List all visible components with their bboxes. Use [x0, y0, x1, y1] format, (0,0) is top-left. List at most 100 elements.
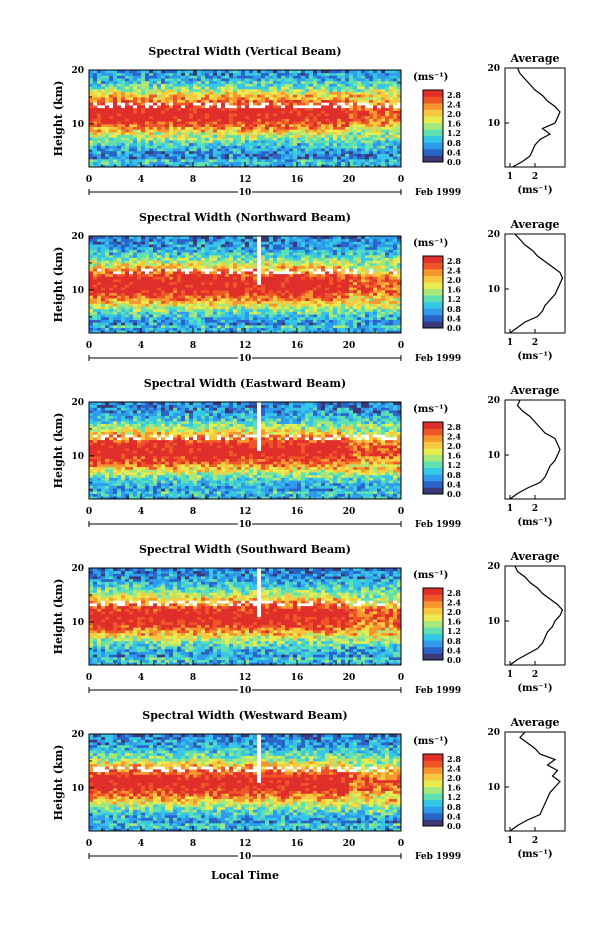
heatmap-cell [241, 260, 246, 264]
heatmap-cell [309, 260, 314, 264]
heatmap-cell [181, 265, 186, 269]
heatmap-cell [325, 107, 330, 111]
heatmap-cell [329, 284, 334, 288]
heatmap-cell [97, 314, 102, 318]
heatmap-cell [341, 279, 346, 283]
heatmap-cell [317, 150, 322, 154]
heatmap-cell [369, 271, 374, 275]
heatmap-cell [297, 123, 302, 127]
heatmap-cell [197, 113, 202, 117]
heatmap-cell [373, 158, 378, 163]
heatmap-cell [261, 148, 266, 152]
heatmap-cell [309, 273, 314, 277]
heatmap-cell [89, 164, 94, 168]
heatmap-cell [309, 105, 314, 109]
heatmap-cell [245, 105, 250, 109]
heatmap-cell [241, 99, 246, 103]
heatmap-cell [141, 129, 146, 133]
heatmap-cell [165, 115, 170, 119]
heatmap-cell [105, 134, 110, 138]
heatmap-cell [181, 306, 186, 310]
heatmap-cell [313, 129, 318, 133]
heatmap-cell [369, 70, 374, 74]
heatmap-cell [125, 161, 130, 165]
heatmap-cell [189, 145, 194, 149]
heatmap-cell [225, 295, 230, 299]
heatmap-cell [177, 260, 182, 264]
heatmap-cell [117, 126, 122, 130]
heatmap-cell [269, 96, 274, 101]
heatmap-cell [201, 91, 206, 95]
heatmap-cell [361, 158, 366, 163]
heatmap-cell [269, 86, 274, 90]
heatmap-cell [109, 284, 114, 288]
heatmap-cell [317, 102, 322, 106]
heatmap-cell [289, 316, 294, 320]
heatmap-cell [189, 316, 194, 320]
heatmap-cell [253, 292, 258, 296]
heatmap-cell [241, 311, 246, 315]
heatmap-cell [157, 70, 162, 74]
heatmap-cell [297, 70, 302, 74]
heatmap-cell [273, 287, 278, 291]
heatmap-cell [289, 113, 294, 117]
heatmap-cell [125, 86, 130, 90]
heatmap-cell [269, 306, 274, 310]
heatmap-cell [141, 311, 146, 315]
heatmap-cell [325, 129, 330, 133]
heatmap-cell [109, 153, 114, 157]
heatmap-cell [185, 265, 190, 269]
heatmap-cell [133, 129, 138, 133]
heatmap-cell [229, 279, 234, 283]
heatmap-cell [337, 80, 342, 84]
heatmap-cell [129, 273, 134, 277]
heatmap-cell [241, 94, 246, 98]
heatmap-cell [249, 107, 254, 111]
heatmap-cell [153, 297, 158, 302]
heatmap-cell [117, 297, 122, 302]
heatmap-cell [117, 164, 122, 168]
heatmap-cell [381, 324, 386, 329]
heatmap-cell [121, 150, 126, 154]
heatmap-cell [125, 271, 130, 275]
heatmap-cell [377, 115, 382, 119]
heatmap-cell [97, 292, 102, 296]
heatmap-cell [345, 150, 350, 154]
heatmap-cell [253, 324, 258, 329]
heatmap-cell [249, 110, 254, 114]
heatmap-cell [153, 279, 158, 283]
heatmap-cell [113, 287, 118, 291]
heatmap-cell [97, 88, 102, 92]
heatmap-cell [333, 153, 338, 157]
heatmap-cell [133, 134, 138, 138]
heatmap-cell [201, 308, 206, 312]
heatmap-cell [273, 330, 278, 334]
heatmap-cell [193, 70, 198, 74]
heatmap-cell [265, 94, 270, 98]
heatmap-cell [165, 311, 170, 315]
heatmap-cell [117, 78, 122, 82]
heatmap-cell [329, 314, 334, 318]
heatmap-cell [185, 303, 190, 307]
heatmap-cell [325, 281, 330, 285]
heatmap-cell [305, 276, 310, 280]
heatmap-cell [181, 260, 186, 264]
heatmap-cell [397, 140, 402, 144]
heatmap-cell [261, 110, 266, 114]
heatmap-cell [277, 324, 282, 329]
heatmap-cell [113, 281, 118, 285]
heatmap-cell [225, 289, 230, 293]
heatmap-cell [213, 268, 218, 272]
heatmap-cell [113, 300, 118, 304]
heatmap-cell [141, 91, 146, 95]
heatmap-cell [265, 110, 270, 114]
heatmap-cell [157, 83, 162, 87]
heatmap-cell [117, 156, 122, 160]
heatmap-cell [193, 308, 198, 312]
heatmap-cell [257, 319, 262, 323]
heatmap-cell [249, 265, 254, 269]
heatmap-cell [209, 96, 214, 101]
heatmap-cell [369, 311, 374, 315]
heatmap-cell [141, 281, 146, 285]
heatmap-cell [101, 142, 106, 146]
